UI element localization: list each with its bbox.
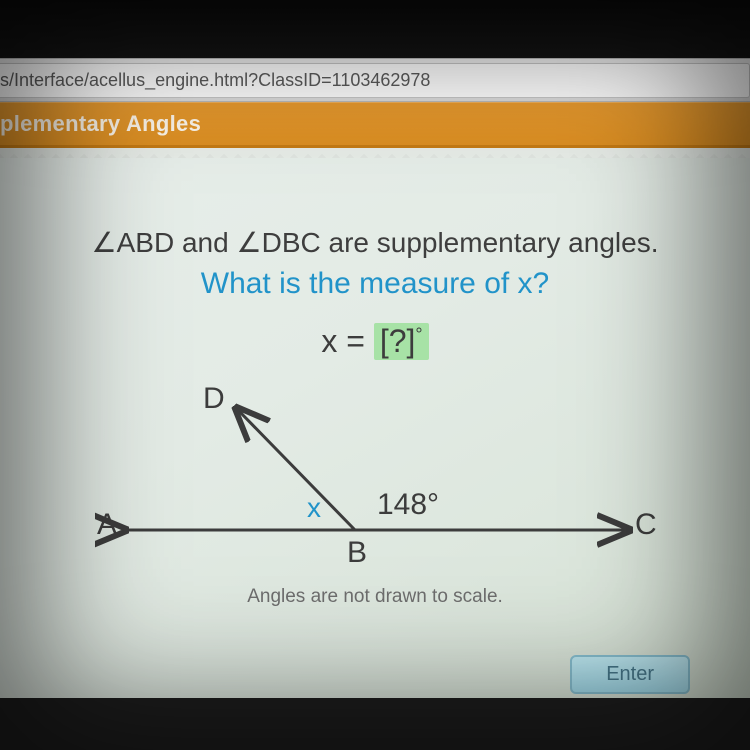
scale-disclaimer: Angles are not drawn to scale. [0, 586, 750, 608]
angle-1-label: ABD [117, 227, 175, 258]
lesson-title-bar: plementary Angles [0, 102, 750, 148]
answer-input-box[interactable]: [?]° [374, 323, 429, 360]
angle-symbol-icon: ∠ [92, 227, 117, 258]
angle-2-label: DBC [262, 227, 321, 258]
problem-question: What is the measure of x? [0, 267, 750, 301]
divider-zigzag [0, 148, 750, 158]
screen-root: s/Interface/acellus_engine.html?ClassID=… [0, 0, 750, 750]
lesson-title-text: plementary Angles [0, 111, 201, 137]
given-angle-label: 148° [377, 488, 439, 522]
equation-row: x = [?]° [0, 323, 750, 360]
ray-BD [238, 410, 355, 530]
point-D-label: D [203, 382, 225, 416]
x-angle-label: x [307, 492, 321, 524]
content-area: ∠ABD and ∠DBC are supplementary angles. … [0, 158, 750, 698]
diagram-svg [95, 380, 655, 580]
degree-symbol: ° [415, 324, 422, 344]
address-bar[interactable]: s/Interface/acellus_engine.html?ClassID=… [0, 63, 750, 98]
point-A-label: A [97, 508, 117, 542]
point-C-label: C [635, 508, 657, 542]
answer-placeholder: [?] [380, 323, 416, 359]
angle-symbol-icon: ∠ [236, 227, 261, 258]
enter-button[interactable]: Enter [570, 655, 690, 694]
conjunction-text: and [174, 227, 236, 258]
problem-statement-line1: ∠ABD and ∠DBC are supplementary angles. [0, 226, 750, 259]
device-bezel-top [0, 0, 750, 58]
point-B-label: B [347, 536, 367, 570]
angle-diagram: D A B C x 148° [95, 380, 655, 580]
browser-chrome: s/Interface/acellus_engine.html?ClassID=… [0, 58, 750, 102]
equation-lhs: x = [321, 323, 373, 359]
statement-suffix: are supplementary angles. [321, 227, 659, 258]
